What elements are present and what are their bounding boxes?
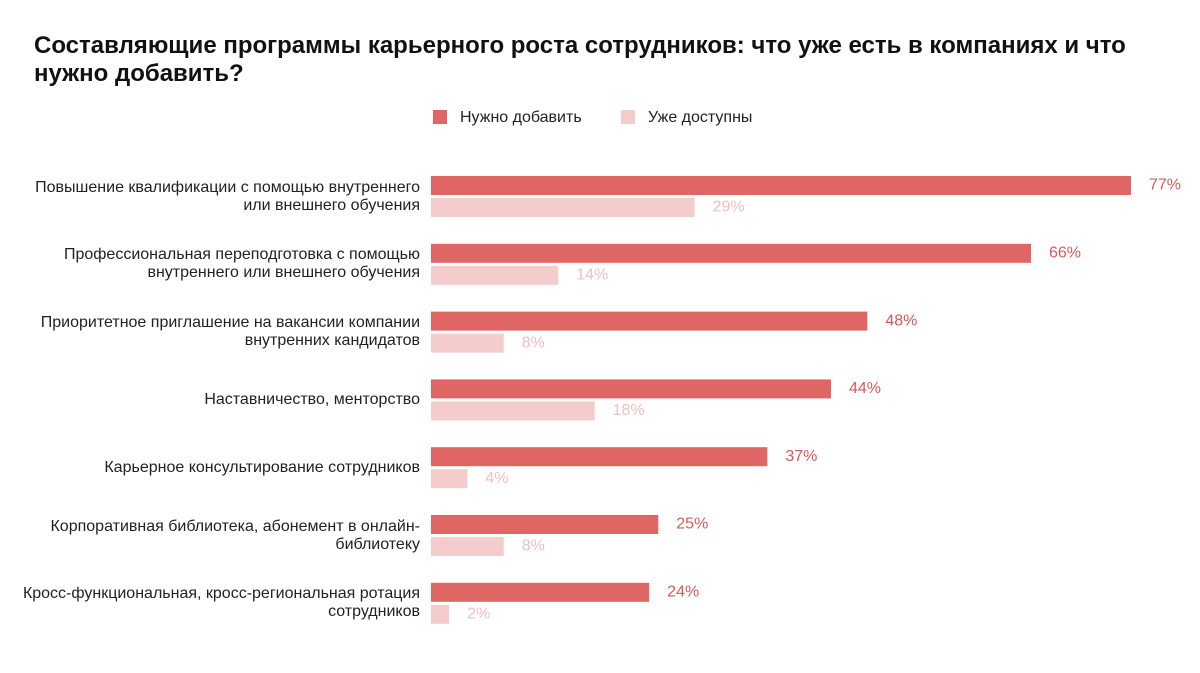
chart-title: Составляющие программы карьерного роста … [34,32,1126,87]
value-label: 8% [522,538,545,555]
value-label: 4% [485,470,508,487]
legend-label: Нужно добавить [460,109,582,126]
category-label: Повышение квалификации с помощью внутрен… [35,178,420,214]
category-label: Наставничество, менторство [204,390,420,408]
value-label: 29% [713,199,745,216]
bar [431,198,695,217]
value-label: 2% [467,606,490,623]
bar [431,537,504,556]
bar [431,311,868,331]
bar [431,447,768,467]
value-label: 66% [1049,245,1081,262]
legend-swatch [621,110,635,124]
value-label: 77% [1149,177,1181,194]
value-label: 37% [785,448,817,465]
value-label: 25% [676,516,708,533]
category-label: Приоритетное приглашение на вакансии ком… [40,314,420,350]
bar [431,243,1031,263]
value-label: 18% [613,402,645,419]
value-label: 44% [849,380,881,397]
category-label: Корпоративная библиотека, абонемент в он… [50,517,420,553]
bar [431,604,450,624]
value-label: 24% [667,584,699,601]
value-label: 14% [576,267,608,284]
legend-label: Уже доступны [648,109,752,126]
bar [431,515,659,534]
bar [431,265,559,285]
category-label: Профессиональная переподготовка с помощь… [63,246,420,282]
bar [431,401,595,421]
bar [431,176,1131,195]
value-label: 8% [522,334,545,351]
category-label: Карьерное консультирование сотрудников [104,458,420,476]
legend-swatch [433,110,447,124]
bar [431,333,504,353]
bar [431,469,468,489]
category-label: Кросс-функциональная, кросс-региональная… [22,585,420,621]
bar [431,582,650,602]
bar [431,379,831,399]
value-label: 48% [885,312,917,329]
